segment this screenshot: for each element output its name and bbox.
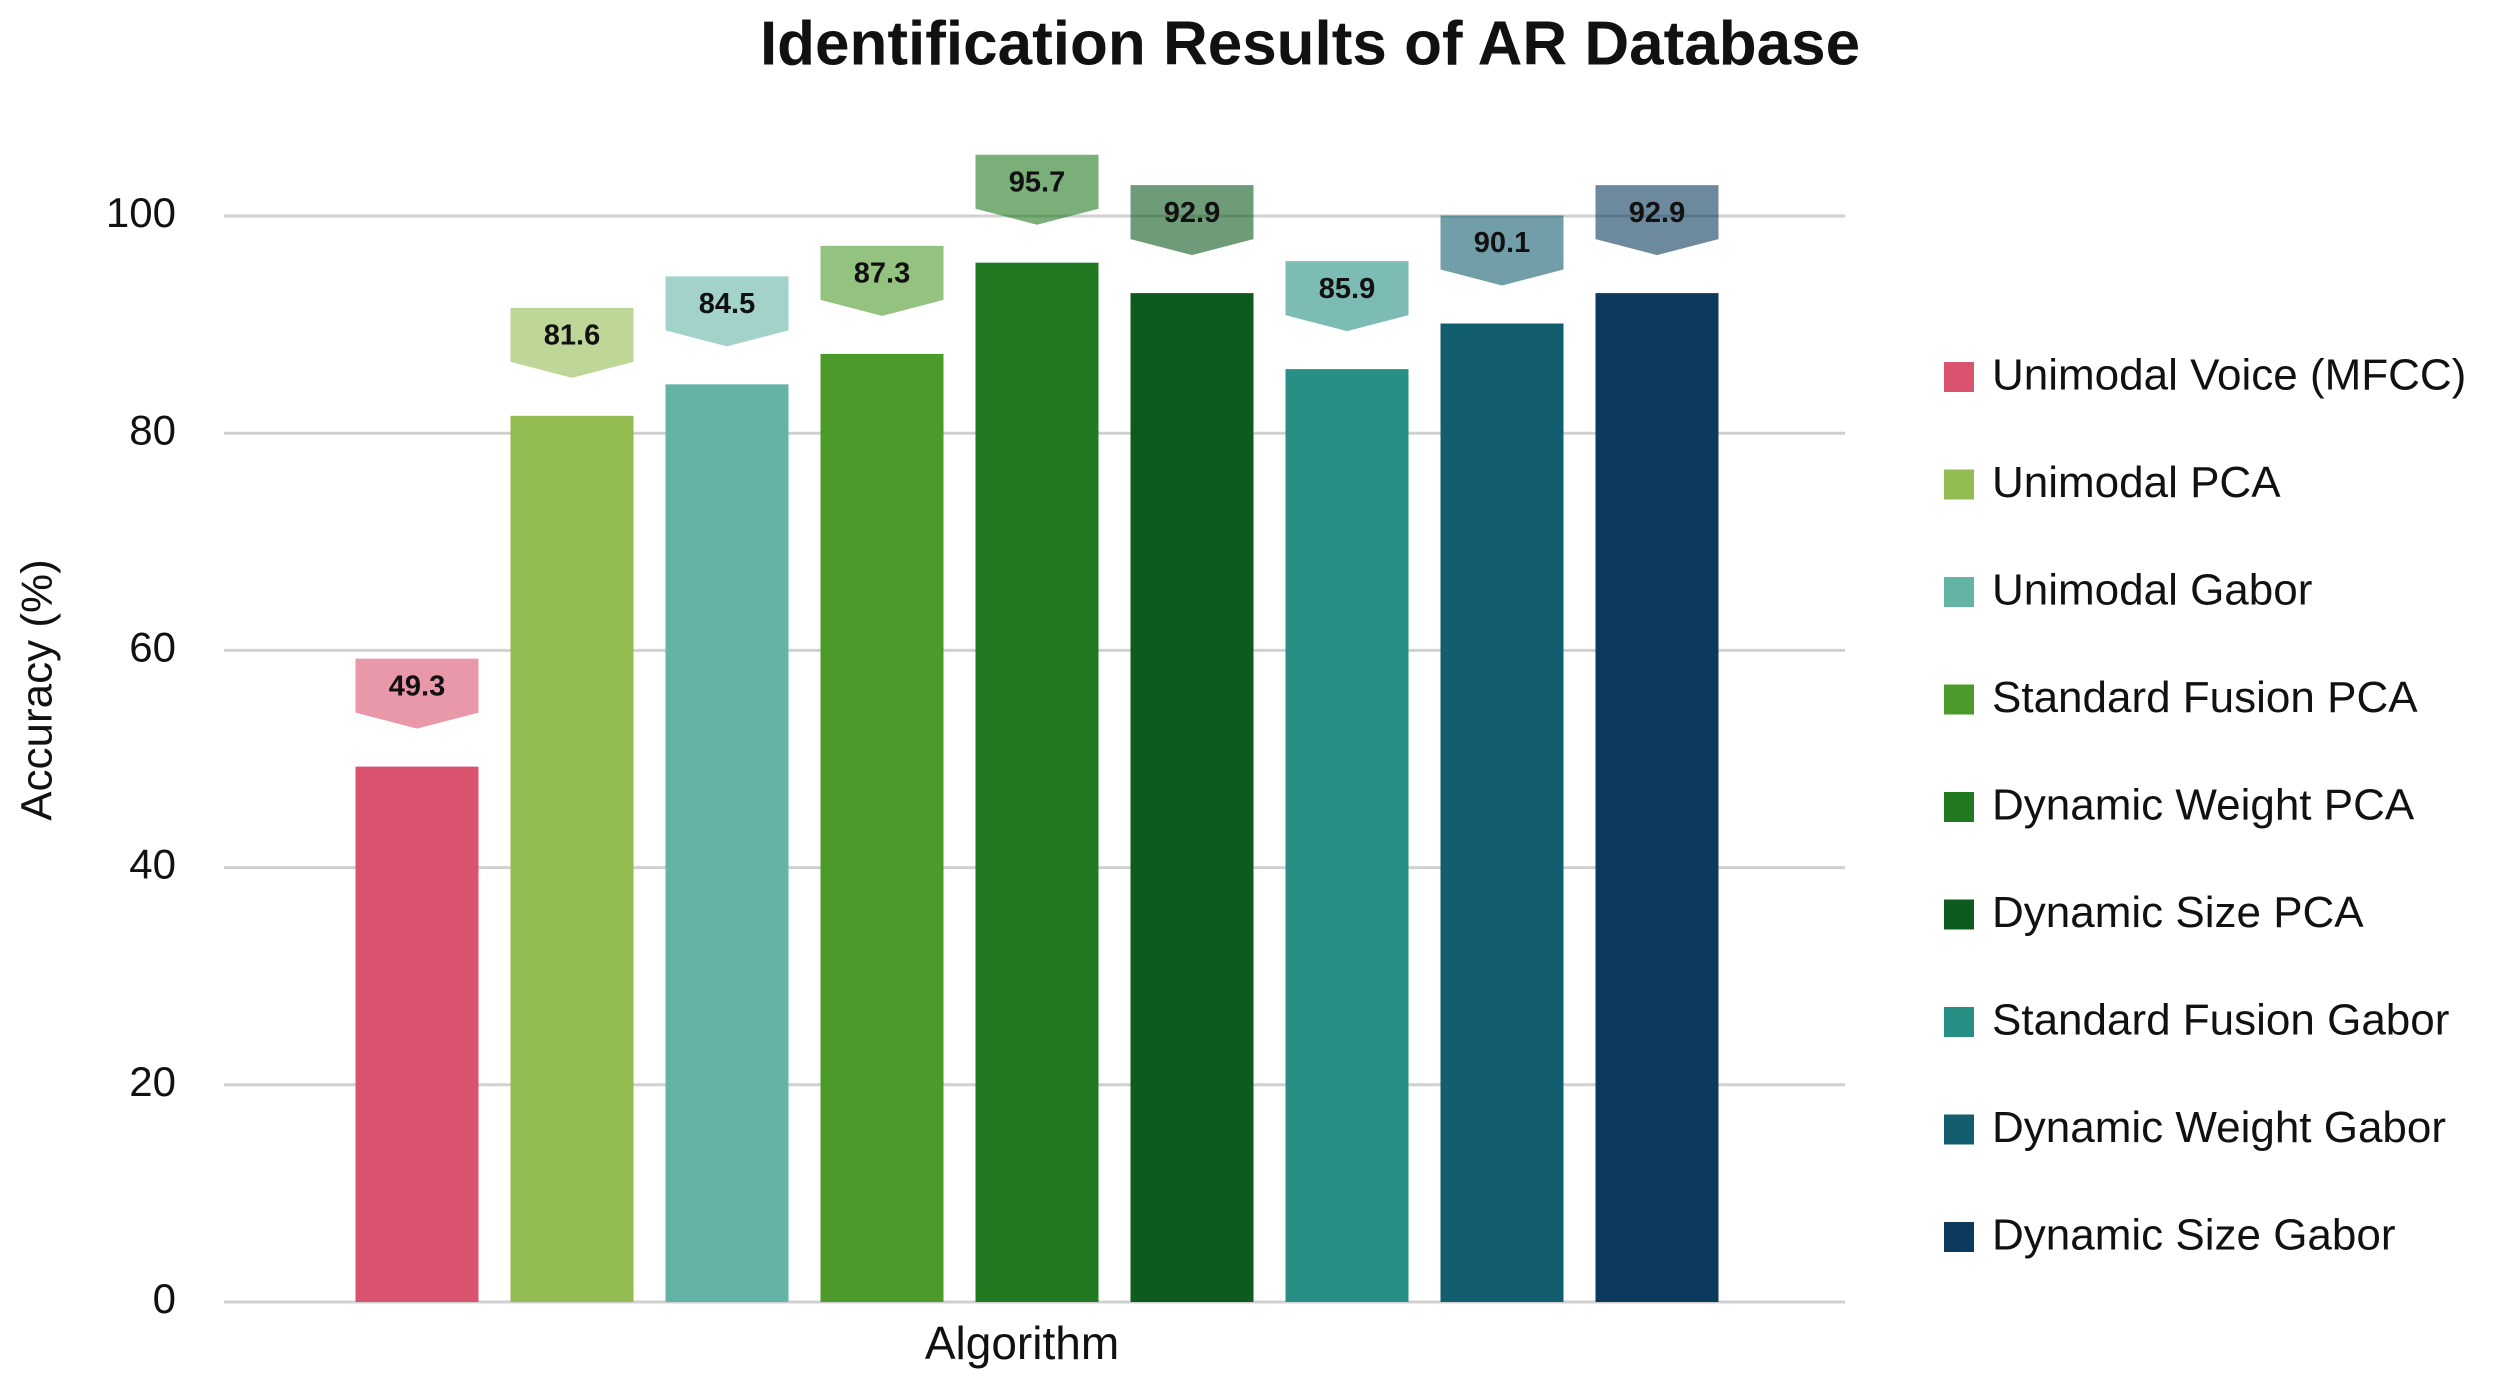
bar xyxy=(355,766,479,1302)
legend-label: Unimodal Gabor xyxy=(1992,566,2312,615)
y-tick-label: 0 xyxy=(153,1275,176,1322)
legend-swatch xyxy=(1944,1222,1974,1252)
y-tick-label: 20 xyxy=(129,1058,176,1105)
y-tick-label: 40 xyxy=(129,841,176,888)
data-label: 81.6 xyxy=(544,319,600,351)
bar xyxy=(1595,293,1719,1303)
data-label: 95.7 xyxy=(1009,166,1065,198)
legend-swatch xyxy=(1944,362,1974,392)
bar xyxy=(975,262,1099,1302)
data-label: 90.1 xyxy=(1474,227,1530,259)
legend-swatch xyxy=(1944,792,1974,822)
legend-swatch xyxy=(1944,899,1974,930)
x-axis-label: Algorithm xyxy=(925,1317,1119,1369)
data-label-callout xyxy=(355,658,479,729)
data-label: 92.9 xyxy=(1164,197,1220,229)
legend-label: Dynamic Size Gabor xyxy=(1992,1211,2395,1260)
data-label-callout xyxy=(975,154,1099,225)
chart-title: Identification Results of AR Database xyxy=(760,9,1860,78)
legend-label: Dynamic Weight Gabor xyxy=(1992,1103,2446,1152)
bar xyxy=(1130,293,1254,1303)
data-label: 85.9 xyxy=(1319,273,1375,305)
legend-label: Dynamic Weight PCA xyxy=(1992,781,2415,830)
bar xyxy=(665,384,789,1303)
legend-label: Standard Fusion PCA xyxy=(1992,673,2418,722)
y-tick-label: 100 xyxy=(106,189,176,236)
legend-label: Unimodal Voice (MFCC) xyxy=(1992,351,2466,400)
data-label-callout xyxy=(1440,215,1564,286)
data-label: 87.3 xyxy=(854,258,910,290)
y-tick-label: 60 xyxy=(129,623,176,670)
data-label: 84.5 xyxy=(699,288,755,320)
bar xyxy=(1285,369,1409,1303)
legend-swatch xyxy=(1944,469,1974,500)
legend-label: Standard Fusion Gabor xyxy=(1992,996,2449,1045)
data-label-callout xyxy=(1130,185,1254,256)
legend-swatch xyxy=(1944,577,1974,607)
data-label: 49.3 xyxy=(389,670,445,702)
y-tick-label: 80 xyxy=(129,406,176,453)
legend-label: Dynamic Size PCA xyxy=(1992,888,2364,937)
data-label-callout xyxy=(1285,261,1409,332)
data-label-callout xyxy=(820,245,944,316)
data-label: 92.9 xyxy=(1629,197,1685,229)
bar xyxy=(820,353,944,1302)
data-label-callout xyxy=(1595,185,1719,256)
bar xyxy=(510,415,634,1303)
legend-swatch xyxy=(1944,1114,1974,1145)
y-axis-label: Accuracy (%) xyxy=(13,559,62,821)
data-label-callout xyxy=(665,276,789,347)
legend-swatch xyxy=(1944,1007,1974,1037)
bar xyxy=(1440,323,1564,1302)
legend-label: Unimodal PCA xyxy=(1992,458,2281,507)
legend-swatch xyxy=(1944,684,1974,715)
data-label-callout xyxy=(510,307,634,378)
